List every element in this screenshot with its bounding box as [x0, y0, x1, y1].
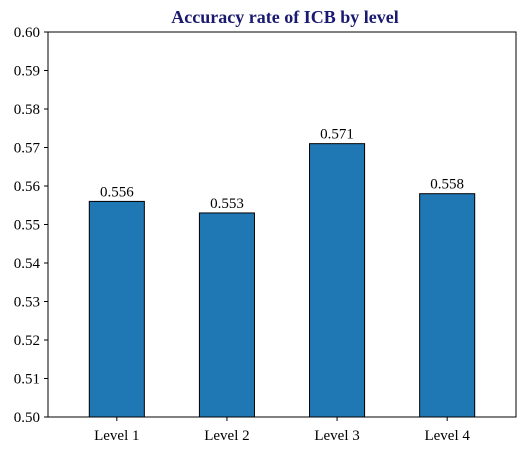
y-tick-label-1: 0.51 — [14, 372, 40, 388]
bar-3 — [309, 143, 366, 418]
x-tick-label-3: Level 3 — [314, 428, 359, 444]
y-tick-label-6: 0.56 — [14, 179, 41, 195]
y-tick-label-0: 0.50 — [14, 410, 40, 426]
y-tick-label-5: 0.55 — [14, 218, 40, 234]
data-label-3: 0.571 — [320, 127, 354, 143]
x-tick-label-2: Level 2 — [204, 428, 249, 444]
y-tick-label-4: 0.54 — [14, 256, 41, 272]
y-tick-label-10: 0.60 — [14, 25, 40, 41]
bar-2 — [198, 212, 255, 418]
chart-title: Accuracy rate of ICB by level — [171, 7, 398, 27]
bar-4 — [419, 193, 476, 418]
y-tick-label-7: 0.57 — [14, 141, 41, 157]
y-tick-label-9: 0.59 — [14, 64, 40, 80]
x-tick-label-4: Level 4 — [424, 428, 470, 444]
data-labels-layer: 0.556 0.553 0.571 0.558 — [100, 127, 464, 212]
y-tick-label-8: 0.58 — [14, 102, 40, 118]
x-tick-label-1: Level 1 — [94, 428, 139, 444]
y-axis: 0.50 0.51 0.52 0.53 0.54 0.55 0.56 0.57 0.58 0.59… — [14, 25, 48, 426]
x-axis: Level 1 Level 2 Level 3 Level 4 — [94, 417, 470, 444]
bars-layer — [88, 143, 476, 418]
data-label-1: 0.556 — [100, 184, 134, 200]
bar-1 — [88, 200, 145, 418]
data-label-2: 0.553 — [210, 196, 244, 212]
y-tick-label-2: 0.52 — [14, 333, 40, 349]
y-tick-label-3: 0.53 — [14, 295, 40, 311]
data-label-4: 0.558 — [430, 177, 464, 193]
